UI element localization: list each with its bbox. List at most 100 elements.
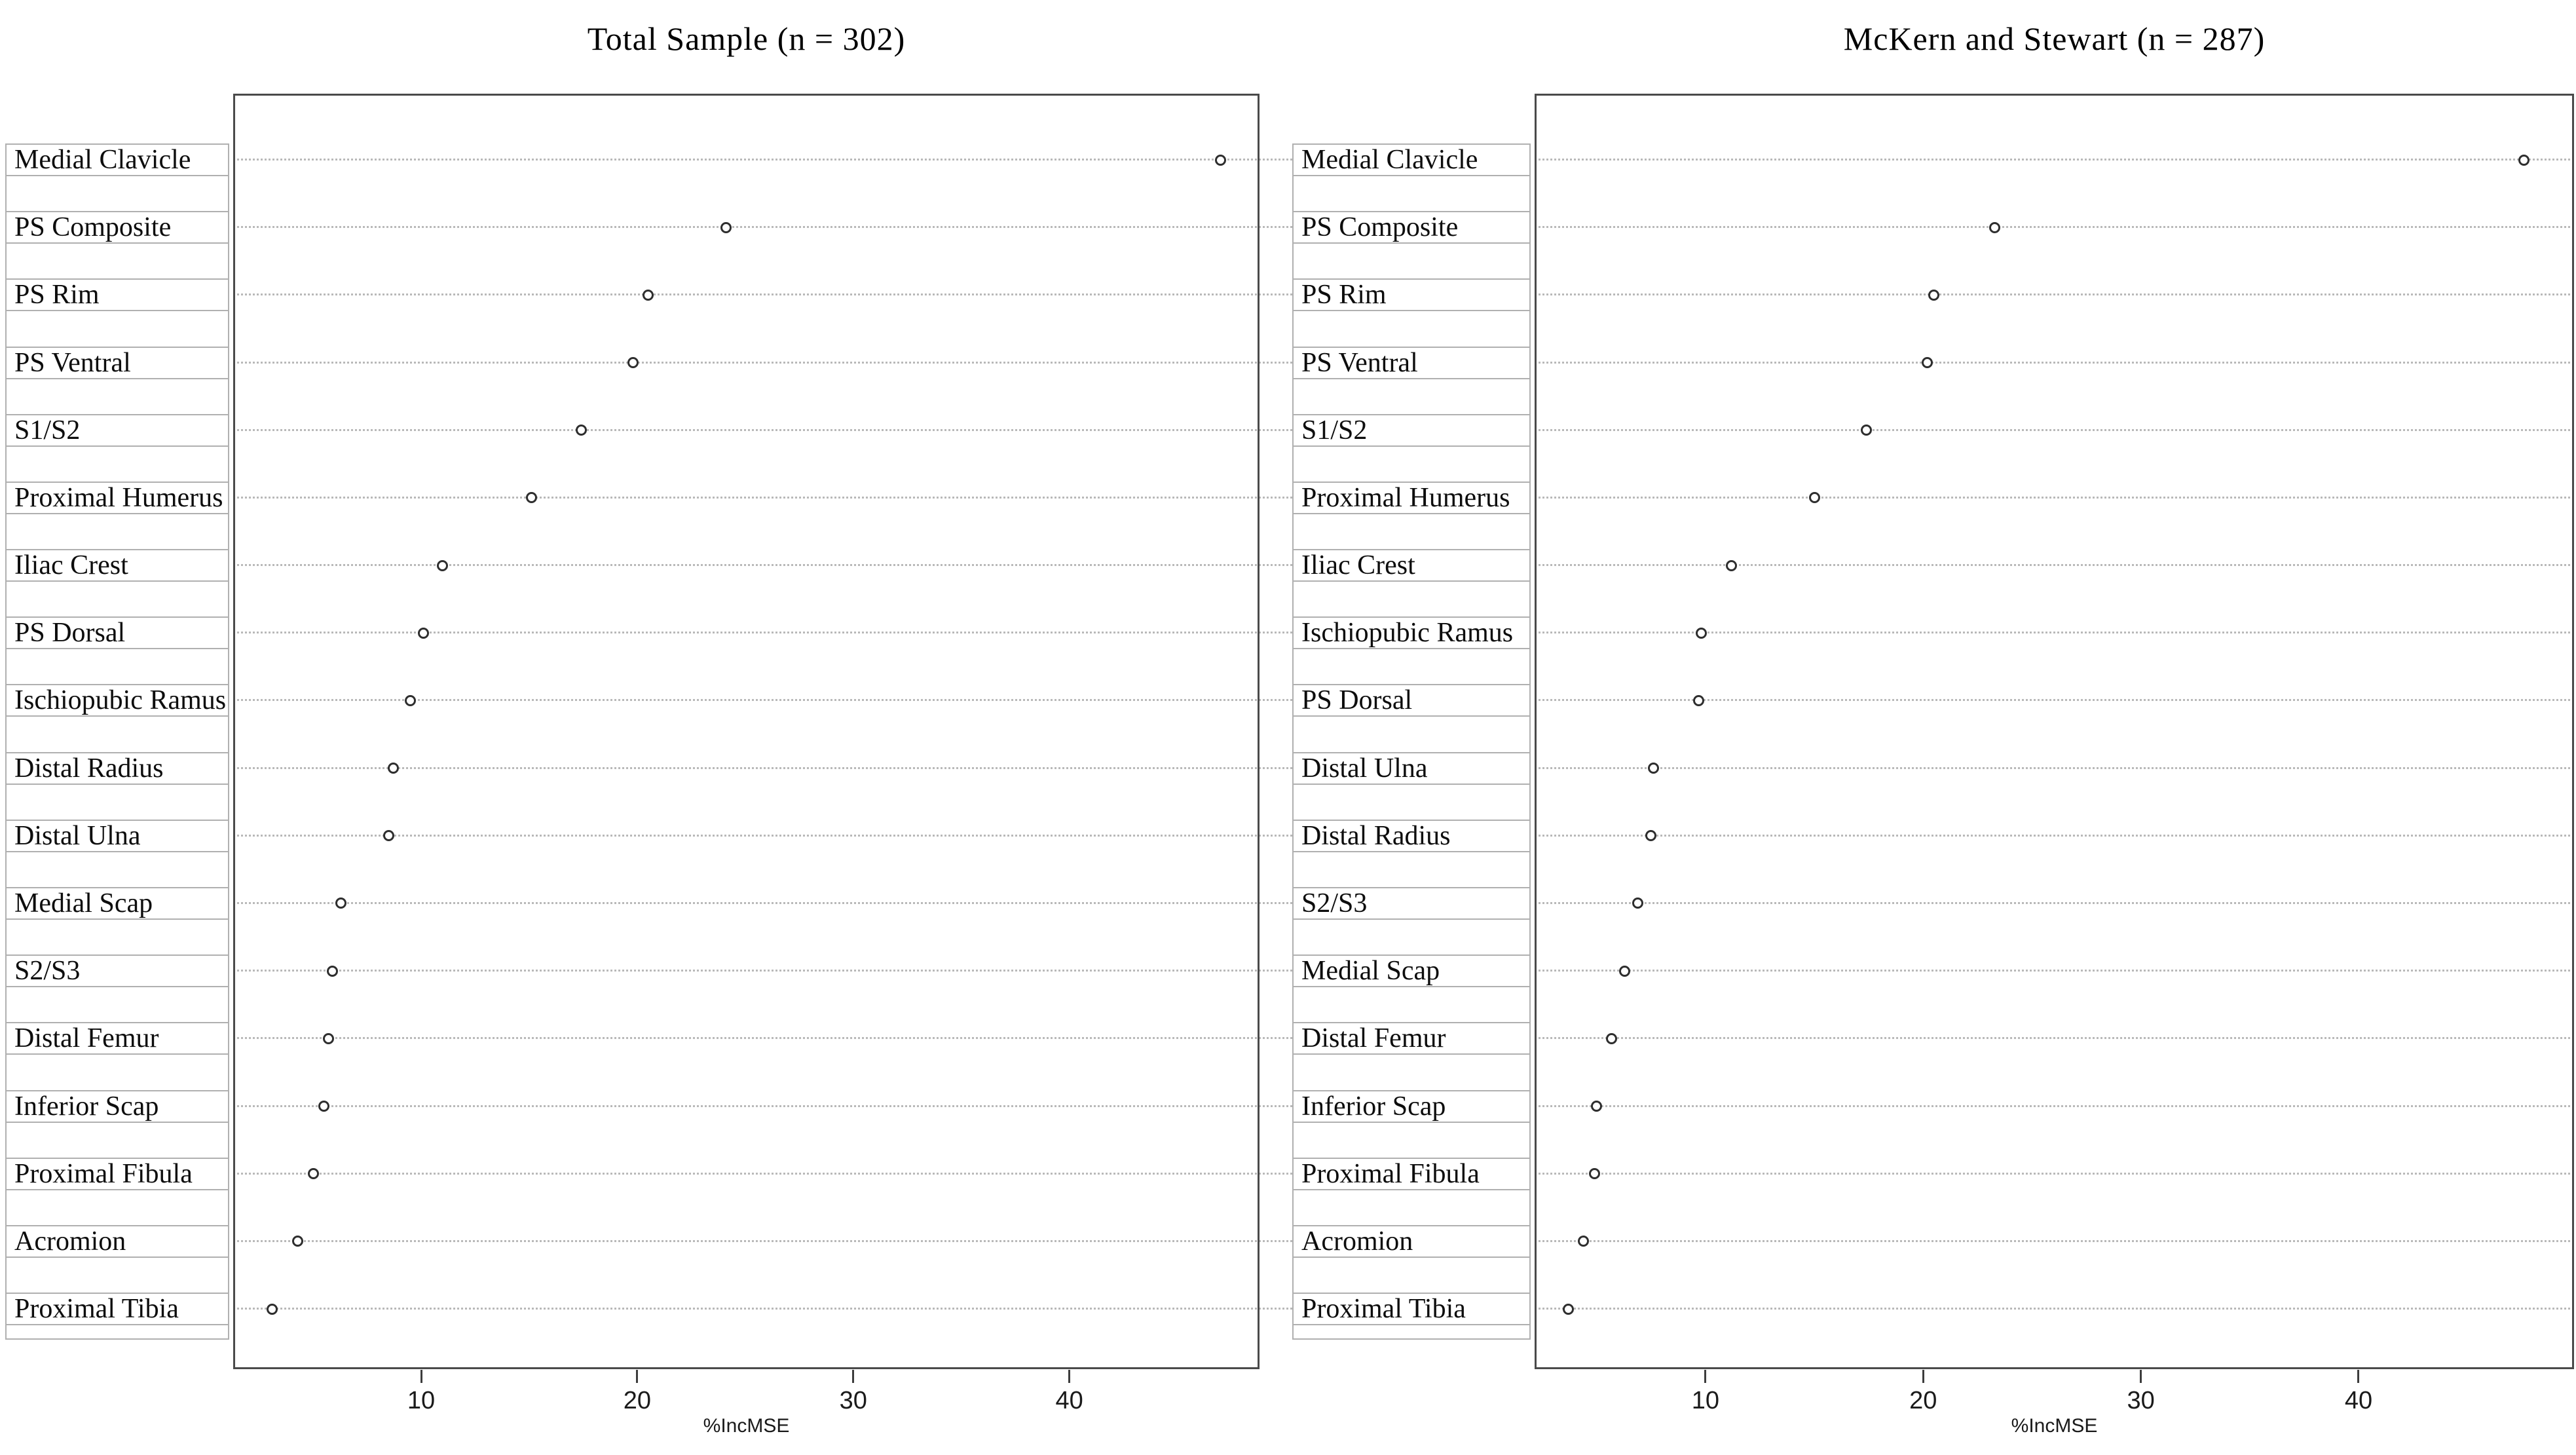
data-point xyxy=(1693,694,1705,706)
category-label: Acromion xyxy=(5,1224,229,1258)
data-point xyxy=(1647,763,1659,774)
category-label: Iliac Crest xyxy=(5,549,229,582)
gridline xyxy=(233,1172,1292,1175)
category-label: Inferior Scap xyxy=(1292,1089,1531,1123)
label-gap-cell xyxy=(1292,175,1531,213)
category-label: Ischiopubic Ramus xyxy=(1292,616,1531,650)
data-point xyxy=(642,289,654,301)
gridline xyxy=(1535,428,2574,431)
category-label: Distal Radius xyxy=(1292,819,1531,852)
label-gap-cell xyxy=(5,918,229,956)
label-gap-cell xyxy=(1292,445,1531,483)
data-point xyxy=(720,221,732,233)
data-point xyxy=(2518,154,2530,166)
x-axis-tick xyxy=(2357,1370,2360,1383)
data-point xyxy=(1591,1101,1603,1112)
data-point xyxy=(292,1236,304,1247)
gridline xyxy=(233,1239,1292,1242)
x-axis-tick-label: 10 xyxy=(407,1387,436,1414)
gridline xyxy=(1535,901,2574,904)
data-point xyxy=(1861,425,1873,436)
gridline xyxy=(233,428,1292,431)
label-gap-cell xyxy=(1292,377,1531,415)
x-axis-tick-label: 20 xyxy=(623,1387,652,1414)
plot-area xyxy=(1535,94,2574,1369)
gridline xyxy=(1535,1105,2574,1107)
gridline xyxy=(1535,834,2574,837)
data-point xyxy=(322,1032,334,1044)
data-point xyxy=(1578,1236,1590,1247)
data-point xyxy=(266,1303,278,1315)
x-axis-tick xyxy=(420,1370,422,1383)
data-point xyxy=(405,694,416,706)
label-gap-cell xyxy=(1292,783,1531,821)
data-point xyxy=(1808,492,1820,504)
x-axis-label: %IncMSE xyxy=(2011,1415,2098,1437)
x-axis-tick-label: 10 xyxy=(1691,1387,1720,1414)
gridline xyxy=(1535,1037,2574,1040)
data-point xyxy=(1588,1168,1600,1180)
data-point xyxy=(575,425,587,436)
label-gap-cell xyxy=(5,580,229,618)
data-point xyxy=(327,965,339,977)
plot-area xyxy=(233,94,1260,1369)
data-point xyxy=(437,559,449,571)
x-axis-tick-label: 30 xyxy=(2127,1387,2155,1414)
panel-title: McKern and Stewart (n = 287) xyxy=(1843,20,2266,57)
data-point xyxy=(335,898,347,909)
label-gap-cell xyxy=(1292,242,1531,280)
data-point xyxy=(627,357,639,369)
x-axis-tick xyxy=(1068,1370,1071,1383)
x-axis-tick xyxy=(852,1370,855,1383)
data-point xyxy=(525,492,537,504)
gridline xyxy=(1535,970,2574,972)
label-gap-cell xyxy=(1292,1188,1531,1226)
label-gap-cell xyxy=(1292,1121,1531,1159)
category-label: Proximal Humerus xyxy=(5,481,229,514)
label-gap-cell xyxy=(1292,850,1531,888)
category-label: Distal Ulna xyxy=(1292,751,1531,785)
category-label: S2/S3 xyxy=(1292,886,1531,920)
data-point xyxy=(307,1168,319,1180)
gridline xyxy=(1535,293,2574,296)
data-point xyxy=(1922,357,1933,369)
x-axis-tick xyxy=(1922,1370,1924,1383)
category-label: Inferior Scap xyxy=(5,1089,229,1123)
label-gap-cell xyxy=(5,1188,229,1226)
label-gap-cell xyxy=(1292,918,1531,956)
label-gap-cell xyxy=(1292,986,1531,1024)
category-label: S2/S3 xyxy=(5,954,229,988)
category-label: Distal Femur xyxy=(5,1022,229,1055)
x-axis-tick-label: 40 xyxy=(1055,1387,1083,1414)
gridline xyxy=(1535,226,2574,229)
label-gap-cell xyxy=(1292,715,1531,753)
category-label: PS Dorsal xyxy=(1292,684,1531,717)
gridline xyxy=(1535,1308,2574,1310)
gridline xyxy=(1535,496,2574,499)
gridline xyxy=(1535,564,2574,567)
category-label: Ischiopubic Ramus xyxy=(5,684,229,717)
category-label: PS Rim xyxy=(5,278,229,312)
gridline xyxy=(233,564,1292,567)
data-point xyxy=(383,830,395,842)
gridline xyxy=(233,1105,1292,1107)
data-point xyxy=(318,1101,330,1112)
x-axis-tick xyxy=(2140,1370,2142,1383)
label-gap-cell xyxy=(1292,1053,1531,1091)
gridline xyxy=(233,1037,1292,1040)
gridline xyxy=(1535,766,2574,769)
x-axis-tick xyxy=(636,1370,639,1383)
data-point xyxy=(1619,965,1631,977)
category-label: Medial Clavicle xyxy=(5,143,229,176)
category-label: Proximal Humerus xyxy=(1292,481,1531,514)
label-gap-cell xyxy=(1292,580,1531,618)
category-label: PS Ventral xyxy=(1292,346,1531,379)
data-point xyxy=(1215,154,1227,166)
data-point xyxy=(1645,830,1657,842)
gridline xyxy=(1535,632,2574,634)
category-label: Iliac Crest xyxy=(1292,549,1531,582)
category-label: S1/S2 xyxy=(1292,413,1531,447)
